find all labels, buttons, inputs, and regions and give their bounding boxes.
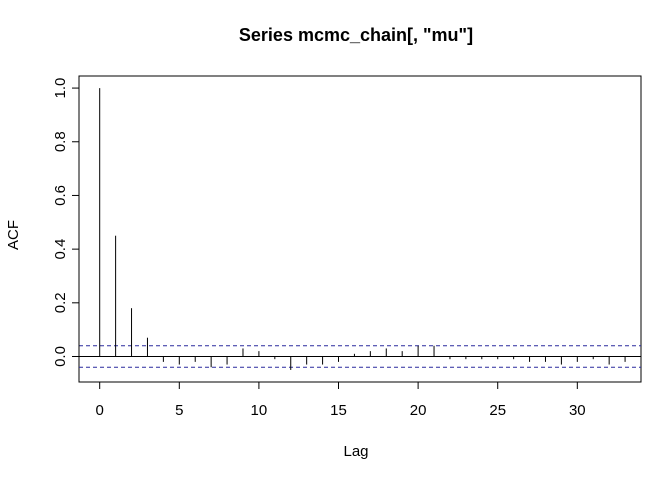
y-tick-label: 0.6 (52, 185, 69, 206)
y-axis-label: ACF (5, 220, 22, 250)
y-tick-label: 1.0 (52, 78, 69, 99)
y-axis: 0.0 0.2 0.4 0.6 0.8 1.0 (52, 78, 80, 367)
x-axis-label: Lag (343, 443, 368, 460)
x-tick-label: 5 (175, 402, 183, 419)
y-tick-label: 0.8 (52, 131, 69, 152)
x-tick-label: 20 (410, 402, 427, 419)
x-axis: 0 5 10 15 20 25 30 (96, 381, 586, 419)
y-tick-label: 0.0 (52, 346, 69, 367)
y-tick-label: 0.2 (52, 292, 69, 313)
x-tick-label: 10 (251, 402, 268, 419)
x-tick-label: 0 (96, 402, 104, 419)
x-tick-label: 25 (489, 402, 506, 419)
x-tick-label: 30 (569, 402, 586, 419)
x-tick-label: 15 (330, 402, 347, 419)
y-tick-label: 0.4 (52, 239, 69, 260)
chart-title: Series mcmc_chain[, "mu"] (239, 25, 473, 45)
plot-frame (78, 75, 642, 383)
